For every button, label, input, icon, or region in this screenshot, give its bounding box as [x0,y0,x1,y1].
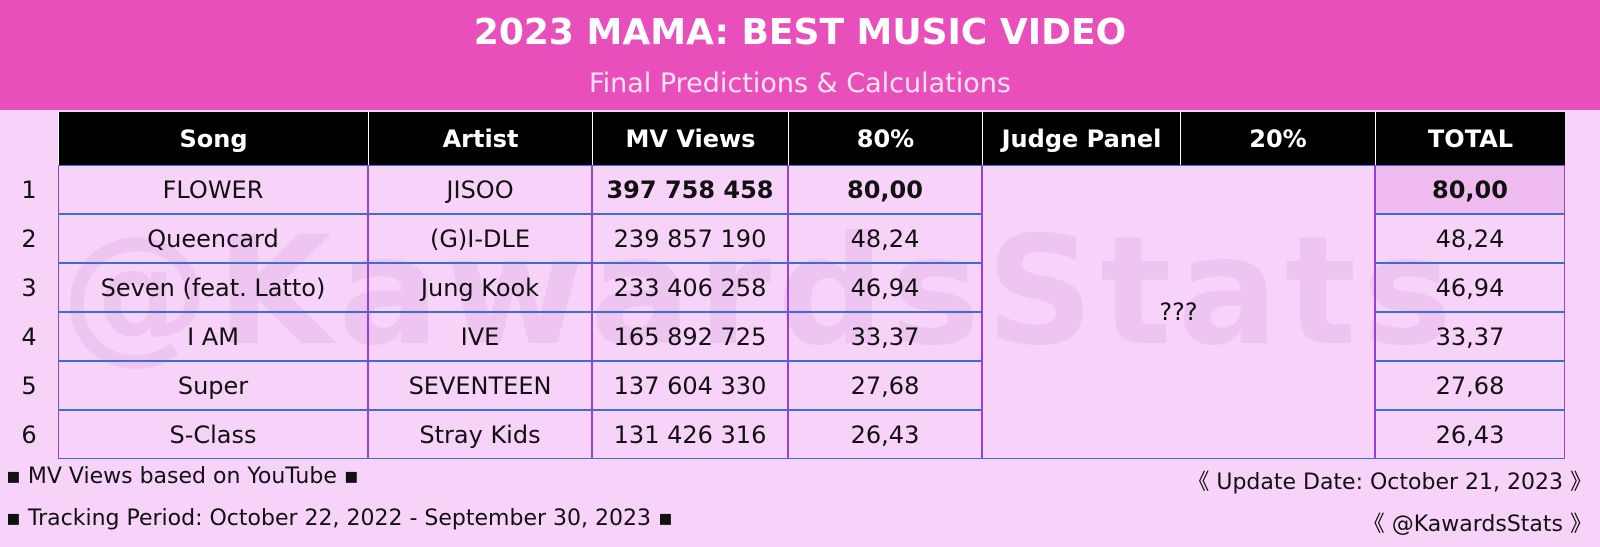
subtitle: Final Predictions & Calculations [589,68,1011,99]
table-cell: 27,68 [788,361,982,410]
table-cell: SEVENTEEN [368,361,592,410]
table-cell: Queencard [58,214,368,263]
footer-note: 《 Update Date: October 21, 2023 》 [1187,470,1592,495]
column-header: Judge Panel [982,112,1180,165]
table-cell: (G)I-DLE [368,214,592,263]
title: 2023 MAMA: BEST MUSIC VIDEO [473,12,1127,53]
table-cell: 80,00 [788,165,982,214]
table-cell: 233 406 258 [592,263,788,312]
table-cell: 80,00 [1375,165,1565,214]
rank: 3 [21,273,37,302]
table-cell: 137 604 330 [592,361,788,410]
column-header: Artist [368,112,592,165]
rank: 2 [21,224,37,253]
table-cell: 397 758 458 [592,165,788,214]
table-cell: 26,43 [788,410,982,459]
footer-note: ▪ Tracking Period: October 22, 2022 - Se… [6,506,673,531]
rank: 6 [21,420,37,449]
table-cell: I AM [58,312,368,361]
table-cell: FLOWER [58,165,368,214]
table-cell: 48,24 [1375,214,1565,263]
column-header: MV Views [592,112,788,165]
table-cell: 27,68 [1375,361,1565,410]
table-cell: 46,94 [1375,263,1565,312]
rank: 4 [21,322,37,351]
header: 2023 MAMA: BEST MUSIC VIDEO Final Predic… [0,0,1600,110]
table-cell: 33,37 [788,312,982,361]
table-cell: 131 426 316 [592,410,788,459]
footer-note: ▪ MV Views based on YouTube ▪ [6,464,359,489]
table-cell: 46,94 [788,263,982,312]
column-header: 20% [1180,112,1375,165]
table-cell: Seven (feat. Latto) [58,263,368,312]
table-cell: 165 892 725 [592,312,788,361]
judge-panel-cell: ??? [982,165,1375,459]
table-cell: Super [58,361,368,410]
rank: 5 [21,371,37,400]
table-cell: 48,24 [788,214,982,263]
table-cell: 26,43 [1375,410,1565,459]
column-header: 80% [788,112,982,165]
footer-note: 《 @KawardsStats 》 [1362,512,1592,537]
table-cell: Jung Kook [368,263,592,312]
table-cell: IVE [368,312,592,361]
table-cell: 33,37 [1375,312,1565,361]
watermark: @KawardsStats [60,205,1458,379]
column-header: Song [58,112,368,165]
column-header: TOTAL [1375,112,1565,165]
table-cell: JISOO [368,165,592,214]
table-cell: Stray Kids [368,410,592,459]
table-cell: 239 857 190 [592,214,788,263]
rank: 1 [21,175,37,204]
table-cell: S-Class [58,410,368,459]
